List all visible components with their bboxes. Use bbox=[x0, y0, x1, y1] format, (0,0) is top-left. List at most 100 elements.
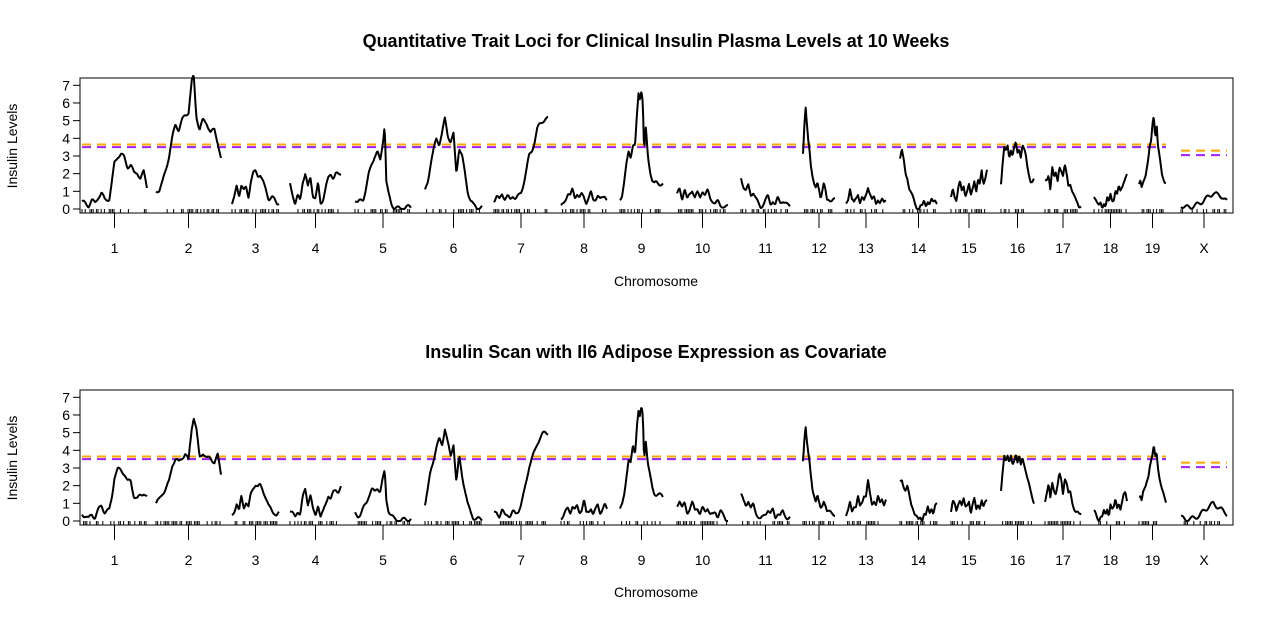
marker-rug-chr-18 bbox=[1093, 209, 1127, 213]
y-tick-label: 7 bbox=[62, 77, 70, 93]
y-tick-label: 1 bbox=[62, 183, 70, 199]
marker-rug bbox=[83, 521, 1220, 525]
y-axis: 0 12 3 45 6 7 bbox=[62, 389, 80, 529]
chromosome-label: 14 bbox=[911, 552, 927, 568]
chromosome-label: 3 bbox=[252, 552, 260, 568]
marker-rug-chr-12 bbox=[804, 209, 833, 213]
chromosome-label: 10 bbox=[695, 240, 711, 256]
chromosome-label: 1 bbox=[111, 240, 119, 256]
chromosome-label: 6 bbox=[450, 240, 458, 256]
chromosome-label: 7 bbox=[517, 552, 525, 568]
marker-rug-chr-16 bbox=[1000, 209, 1024, 213]
chromosome-label: 5 bbox=[379, 240, 387, 256]
lod-curve-chr-2 bbox=[155, 74, 222, 194]
y-tick-label: 5 bbox=[62, 113, 70, 129]
chromosome-label: 11 bbox=[758, 240, 773, 256]
marker-rug-chr-15 bbox=[950, 209, 986, 213]
chromosome-label: 12 bbox=[811, 240, 827, 256]
lod-curve-chr-X bbox=[1180, 500, 1228, 522]
marker-rug-chr-17 bbox=[1044, 521, 1081, 525]
lod-curve-chr-18 bbox=[1093, 173, 1128, 209]
chromosome-label: 15 bbox=[961, 240, 977, 256]
lod-curve-chr-16 bbox=[1000, 141, 1035, 185]
lod-curve-chr-11 bbox=[740, 177, 791, 210]
chromosome-label: 9 bbox=[638, 552, 646, 568]
chromosome-label: X bbox=[1199, 240, 1209, 256]
lod-curve-chr-12 bbox=[802, 106, 836, 203]
lod-curve-chr-14 bbox=[899, 479, 938, 522]
lod-curve-chr-13 bbox=[845, 479, 887, 517]
chromosome-label: 4 bbox=[312, 552, 320, 568]
marker-rug-chr-8 bbox=[562, 209, 607, 213]
chromosome-label: 5 bbox=[379, 552, 387, 568]
plot-frame bbox=[79, 389, 1234, 526]
lod-curve-chr-9 bbox=[619, 407, 664, 509]
marker-rug bbox=[81, 209, 1227, 213]
marker-rug-chr-7 bbox=[493, 209, 548, 213]
chromosome-label: 4 bbox=[312, 240, 320, 256]
chromosome-label: 18 bbox=[1103, 552, 1119, 568]
y-axis: 0 12 3 45 6 7 bbox=[62, 77, 80, 217]
lod-curve-chr-1 bbox=[81, 152, 148, 209]
marker-rug-chr-14 bbox=[899, 521, 938, 525]
marker-rug-chr-6 bbox=[424, 521, 482, 525]
y-tick-label: 4 bbox=[62, 130, 70, 146]
marker-rug-chr-15 bbox=[950, 521, 986, 525]
lod-curve-chr-13 bbox=[845, 187, 887, 205]
lod-curve-chr-7 bbox=[493, 430, 549, 519]
chromosome-label: 16 bbox=[1010, 240, 1026, 256]
lod-curves bbox=[81, 407, 1228, 522]
marker-rug-chr-7 bbox=[499, 521, 546, 525]
marker-rug-chr-2 bbox=[155, 521, 221, 525]
lod-curve-chr-10 bbox=[676, 187, 729, 209]
lod-curve-chr-19 bbox=[1138, 446, 1167, 503]
marker-rug-chr-17 bbox=[1044, 209, 1078, 213]
chromosome-label: 15 bbox=[961, 552, 977, 568]
marker-rug-chr-18 bbox=[1098, 521, 1125, 525]
x-axis-label: Chromosome bbox=[614, 584, 698, 600]
lod-curve-chr-2 bbox=[155, 417, 222, 504]
lod-curve-chr-3 bbox=[231, 169, 280, 206]
marker-rug-chr-13 bbox=[847, 521, 879, 525]
y-tick-label: 0 bbox=[62, 513, 70, 529]
significance-thresholds bbox=[82, 143, 1227, 157]
y-tick-label: 6 bbox=[62, 407, 70, 423]
lod-curve-chr-17 bbox=[1044, 164, 1082, 209]
y-tick-label: 1 bbox=[62, 495, 70, 511]
chromosome-label: 11 bbox=[758, 552, 773, 568]
y-axis-label: Insulin Levels bbox=[4, 104, 20, 189]
marker-rug-chr-12 bbox=[802, 521, 834, 525]
chromosome-label: 1 bbox=[111, 552, 119, 568]
lod-curve-chr-8 bbox=[560, 187, 608, 206]
lod-curve-chr-4 bbox=[289, 171, 342, 205]
marker-rug-chr-11 bbox=[742, 521, 790, 525]
chromosome-label: 17 bbox=[1055, 552, 1071, 568]
lod-curve-chr-16 bbox=[1000, 454, 1035, 504]
lod-curve-chr-4 bbox=[289, 485, 342, 518]
lod-curve-chr-18 bbox=[1093, 491, 1128, 522]
lod-curve-chr-5 bbox=[354, 470, 412, 522]
marker-rug-chr-X bbox=[1180, 209, 1227, 213]
marker-rug-chr-8 bbox=[560, 521, 605, 525]
lod-curve-chr-9 bbox=[619, 91, 664, 201]
marker-rug-chr-19 bbox=[1138, 521, 1158, 525]
chromosome-label: 8 bbox=[580, 240, 588, 256]
marker-rug-chr-1 bbox=[83, 521, 147, 525]
chromosome-label: 14 bbox=[911, 240, 927, 256]
marker-rug-chr-6 bbox=[426, 209, 480, 213]
marker-rug-chr-9 bbox=[621, 521, 661, 525]
lod-curve-chr-7 bbox=[493, 115, 549, 203]
chromosome-label: 7 bbox=[517, 240, 525, 256]
marker-rug-chr-14 bbox=[902, 209, 936, 213]
marker-rug-chr-X bbox=[1183, 521, 1220, 525]
marker-rug-chr-3 bbox=[234, 521, 278, 525]
y-axis-label: Insulin Levels bbox=[4, 416, 20, 501]
lod-curve-chr-8 bbox=[560, 499, 608, 521]
lod-curve-chr-1 bbox=[81, 466, 148, 520]
x-axis: 1 2 3 4 5 6 7 8 9 10 11 12 13 14 15 16 17 18 19 X bbox=[111, 525, 1209, 568]
marker-rug-chr-4 bbox=[289, 521, 337, 525]
marker-rug-chr-11 bbox=[740, 209, 788, 213]
chromosome-label: 9 bbox=[638, 240, 646, 256]
y-tick-label: 4 bbox=[62, 442, 70, 458]
